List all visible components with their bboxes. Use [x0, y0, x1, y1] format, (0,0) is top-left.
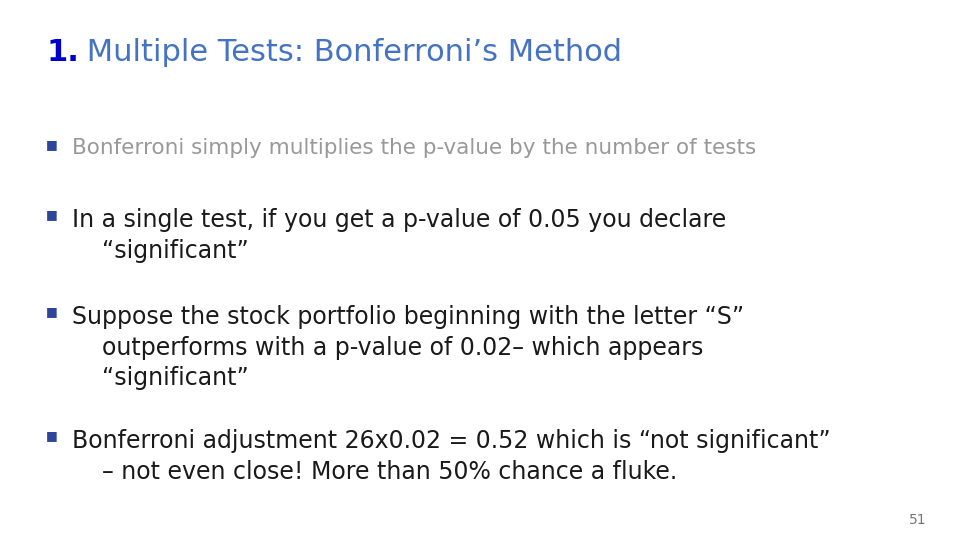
- Text: 1.: 1.: [46, 38, 79, 67]
- Text: ■: ■: [46, 138, 58, 151]
- Text: Suppose the stock portfolio beginning with the letter “S”
    outperforms with a: Suppose the stock portfolio beginning wi…: [72, 305, 744, 390]
- Text: 51: 51: [909, 512, 926, 526]
- Text: Bonferroni simply multiplies the p-value by the number of tests: Bonferroni simply multiplies the p-value…: [72, 138, 756, 158]
- Text: ■: ■: [46, 429, 58, 442]
- Text: ■: ■: [46, 208, 58, 221]
- Text: ■: ■: [46, 305, 58, 318]
- Text: Bonferroni adjustment 26x0.02 = 0.52 which is “not significant”
    – not even c: Bonferroni adjustment 26x0.02 = 0.52 whi…: [72, 429, 830, 484]
- Text: In a single test, if you get a p-value of 0.05 you declare
    “significant”: In a single test, if you get a p-value o…: [72, 208, 727, 262]
- Text: Multiple Tests: Bonferroni’s Method: Multiple Tests: Bonferroni’s Method: [77, 38, 622, 67]
